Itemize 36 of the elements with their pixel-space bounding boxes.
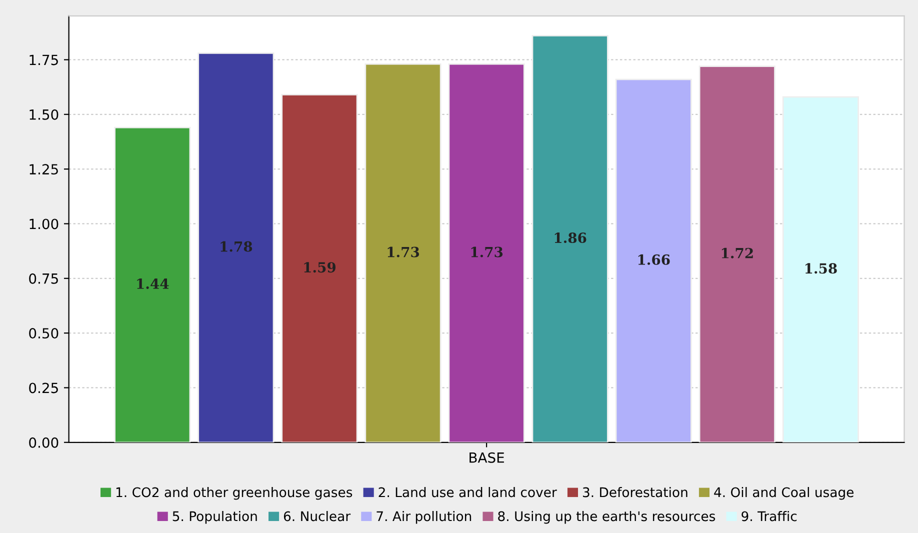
y-tick-label: 1.75 xyxy=(30,54,58,66)
bar xyxy=(698,66,776,442)
bar xyxy=(615,78,692,442)
legend-label: 3. Deforestation xyxy=(582,487,688,498)
legend-label: 2. Land use and land cover xyxy=(378,487,557,498)
legend-label: 7. Air pollution xyxy=(376,510,472,524)
legend-label: 8. Using up the earth's resources xyxy=(498,510,716,524)
bar xyxy=(782,96,859,442)
y-tick-label: 1.50 xyxy=(30,109,58,120)
x-tick-label: BASE xyxy=(470,452,504,463)
y-tick-label: 1.25 xyxy=(30,164,58,175)
data-label: 1.59 xyxy=(304,262,336,273)
data-label: 1.73 xyxy=(471,246,503,258)
legend-label: 6. Nuclear xyxy=(284,510,351,522)
bar xyxy=(281,94,358,442)
y-tick-label: 1.00 xyxy=(30,218,58,230)
bar xyxy=(364,63,442,442)
data-label: 1.78 xyxy=(220,241,252,252)
y-tick-label: 0.25 xyxy=(29,382,58,394)
y-tick-label: 0.00 xyxy=(29,437,58,448)
data-label: 1.58 xyxy=(805,263,837,274)
legend-label: 9. Traffic xyxy=(742,510,797,522)
data-label: 1.86 xyxy=(554,232,586,244)
data-label: 1.73 xyxy=(388,246,420,258)
bar xyxy=(198,52,274,442)
bar xyxy=(532,34,608,442)
data-label: 1.44 xyxy=(137,278,169,289)
legend-label: 5. Population xyxy=(172,510,257,524)
data-label: 1.66 xyxy=(638,254,670,265)
legend-label: 4. Oil and Coal usage xyxy=(714,487,854,500)
legend-label: 1. CO2 and other greenhouse gases xyxy=(116,487,352,500)
bar xyxy=(114,126,191,442)
data-label: 1.72 xyxy=(722,248,753,258)
bar xyxy=(448,63,525,442)
y-tick-label: 0.75 xyxy=(29,273,58,284)
y-tick-label: 0.50 xyxy=(29,328,58,339)
